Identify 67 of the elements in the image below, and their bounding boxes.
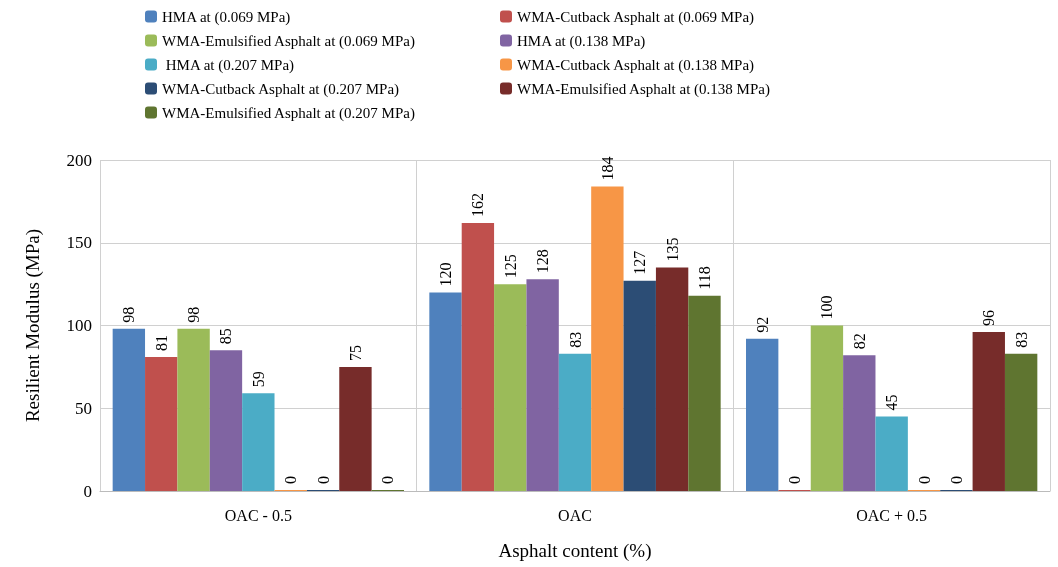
bar	[746, 338, 779, 491]
data-label: 184	[598, 156, 616, 181]
data-label: 118	[695, 266, 713, 290]
bar	[1004, 353, 1038, 491]
bar	[461, 222, 495, 491]
data-label: 98	[120, 306, 138, 323]
data-label: 81	[152, 334, 170, 351]
data-label: 85	[217, 328, 235, 345]
data-label: 0	[947, 476, 965, 484]
bar	[688, 295, 721, 491]
data-label: 100	[818, 295, 836, 320]
x-axis-title: Asphalt content (%)	[498, 540, 652, 562]
data-label: 128	[534, 249, 552, 274]
x-tick-label: OAC - 0.5	[224, 506, 292, 524]
y-tick-label: 0	[83, 481, 92, 501]
legend-label: WMA-Emulsified Asphalt at (0.207 MPa)	[162, 104, 415, 122]
data-label: 125	[501, 254, 519, 279]
data-label: 0	[282, 476, 300, 484]
y-axis-title: Resilient Modulus (MPa)	[22, 228, 44, 423]
bar	[242, 393, 275, 491]
data-label: 96	[980, 310, 998, 327]
legend-label: WMA-Cutback Asphalt at (0.069 MPa)	[517, 8, 755, 26]
bar	[558, 353, 592, 491]
bar	[145, 356, 178, 491]
bar	[526, 279, 559, 491]
x-tick-label: OAC + 0.5	[856, 506, 928, 524]
bar	[810, 325, 844, 491]
bar	[112, 328, 146, 491]
data-label: 162	[469, 192, 487, 217]
data-label: 83	[566, 331, 584, 348]
x-tick-label: OAC	[558, 506, 592, 524]
data-label: 0	[915, 476, 933, 484]
data-label: 45	[883, 394, 901, 411]
data-label: 82	[850, 333, 868, 350]
data-label: 83	[1012, 331, 1030, 348]
y-tick-label: 100	[66, 316, 92, 335]
bar	[972, 332, 1005, 491]
legend-label: WMA-Cutback Asphalt at (0.207 MPa)	[162, 80, 400, 98]
data-label: 75	[346, 344, 364, 361]
data-label: 0	[786, 476, 804, 484]
bar	[494, 284, 527, 491]
legend-label: HMA at (0.069 MPa)	[162, 8, 291, 26]
legend-label: WMA-Cutback Asphalt at (0.138 MPa)	[517, 56, 755, 74]
data-label: 59	[249, 371, 267, 388]
y-tick-label: 200	[66, 150, 92, 170]
legend-label: WMA-Emulsified Asphalt at (0.138 MPa)	[517, 80, 770, 98]
bar	[655, 267, 689, 491]
legend-label: HMA at (0.138 MPa)	[517, 32, 646, 50]
bar	[623, 280, 656, 491]
bar	[875, 416, 908, 491]
bar	[209, 350, 243, 491]
legend-label: HMA at (0.207 MPa)	[162, 56, 295, 74]
data-label: 0	[314, 476, 332, 484]
bar	[591, 186, 624, 491]
y-tick-label: 150	[66, 233, 92, 253]
bar	[177, 328, 210, 491]
data-label: 127	[631, 250, 649, 275]
data-label: 135	[663, 237, 681, 262]
data-label: 98	[185, 306, 203, 323]
bar	[843, 355, 876, 491]
data-label: 120	[437, 262, 455, 287]
legend-label: WMA-Emulsified Asphalt at (0.069 MPa)	[162, 32, 415, 50]
bar	[339, 366, 372, 491]
y-tick-label: 50	[75, 398, 92, 418]
bar	[429, 292, 462, 491]
data-label: 92	[753, 316, 771, 333]
data-label: 0	[379, 476, 397, 484]
